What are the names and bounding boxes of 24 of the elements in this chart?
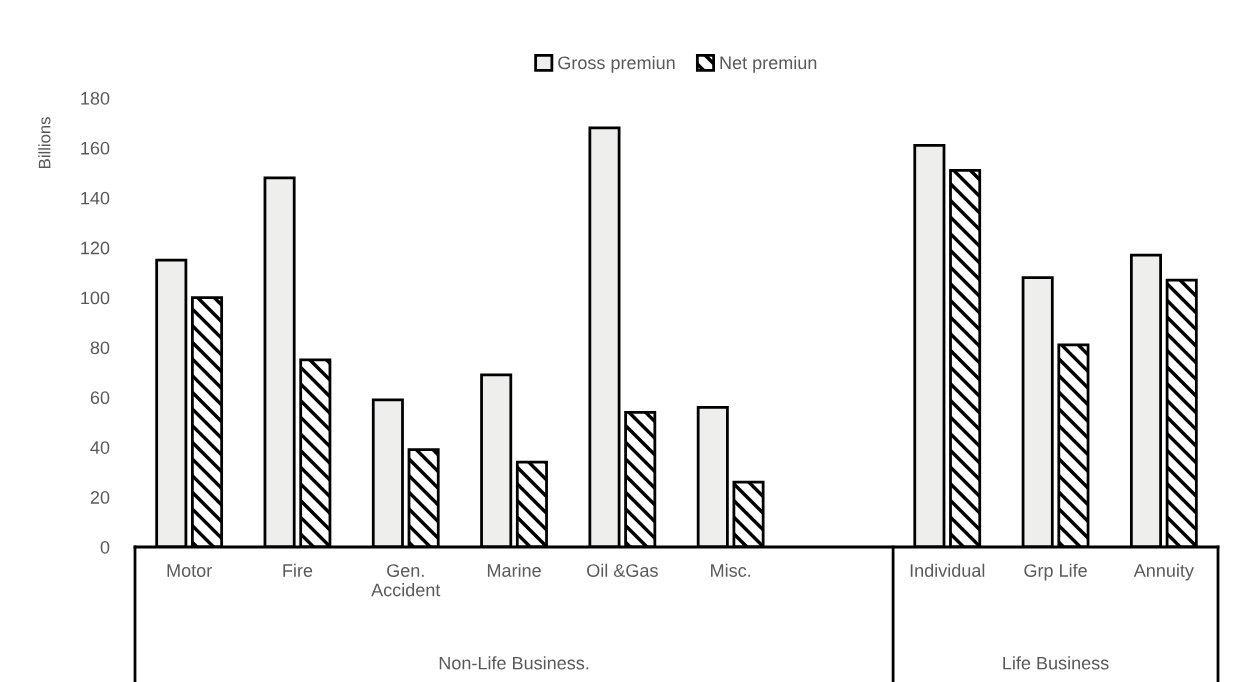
y-tick-label: 160 <box>81 141 110 155</box>
y-tick-label: 20 <box>90 491 110 504</box>
text: Life Business <box>1003 656 1109 670</box>
y-tick-label: 100 <box>81 291 110 305</box>
x-tick-label: Oil &Gas <box>587 563 658 577</box>
x-tick-label: Marine <box>487 563 541 577</box>
x-tick-label: Grp Life <box>1024 563 1087 581</box>
y-tick-label: 40 <box>90 441 110 454</box>
y-tick-label: 80 <box>90 341 110 355</box>
y-tick-label: 180 <box>81 91 110 105</box>
legend-label: Net premiun <box>720 55 817 73</box>
y-tick-label: 140 <box>81 191 110 205</box>
y-tick-label: 120 <box>81 241 110 255</box>
x-tick-label: Misc. <box>711 563 751 577</box>
x-tick-label: Gen. Accident <box>371 564 441 597</box>
x-tick-label: Annuity <box>1133 563 1194 581</box>
x-tick-label: Individual <box>910 563 985 577</box>
x-tick-label: Fire <box>283 563 313 577</box>
text: Non-Life Business. <box>439 656 589 670</box>
y-tick-label: 60 <box>90 391 110 405</box>
legend-label: Gross premiun <box>558 55 675 73</box>
x-tick-label: Motor <box>167 564 212 577</box>
y-tick-label: 0 <box>100 540 110 554</box>
y-axis-title: Billions <box>38 117 51 168</box>
